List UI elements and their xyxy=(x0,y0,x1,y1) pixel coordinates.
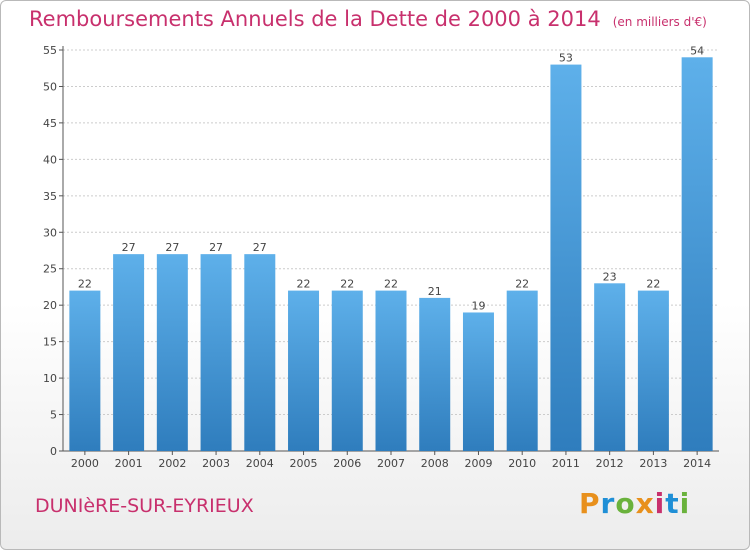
value-label: 27 xyxy=(122,241,136,254)
y-tick-label: 15 xyxy=(43,336,57,349)
logo-letter: i xyxy=(654,487,666,520)
bar xyxy=(594,283,626,451)
value-label: 27 xyxy=(165,241,179,254)
value-label: 22 xyxy=(515,278,529,291)
value-label: 22 xyxy=(297,278,311,291)
value-label: 27 xyxy=(253,241,267,254)
unit-label: (en milliers d'€) xyxy=(612,15,707,29)
x-tick-label: 2001 xyxy=(115,457,143,470)
value-label: 27 xyxy=(209,241,223,254)
bar xyxy=(244,254,276,451)
y-tick-label: 45 xyxy=(43,117,57,130)
labels: 0 5 10 15 20 25 30 35 40 45 50 55 22 2000 27 2001 27 2002… xyxy=(43,44,711,470)
y-tick-label: 5 xyxy=(50,409,57,422)
x-tick-label: 2008 xyxy=(421,457,449,470)
logo-letter: o xyxy=(615,487,636,520)
x-tick-label: 2007 xyxy=(377,457,405,470)
x-tick-label: 2009 xyxy=(464,457,492,470)
x-tick-label: 2004 xyxy=(246,457,274,470)
value-label: 21 xyxy=(428,285,442,298)
y-tick-label: 10 xyxy=(43,372,57,385)
bar xyxy=(419,297,451,451)
value-label: 22 xyxy=(340,278,354,291)
bar xyxy=(331,290,363,451)
value-label: 54 xyxy=(690,44,704,57)
x-tick-label: 2005 xyxy=(290,457,318,470)
value-label: 53 xyxy=(559,52,573,65)
chart-title: Remboursements Annuels de la Dette de 20… xyxy=(29,7,601,31)
x-tick-label: 2002 xyxy=(158,457,186,470)
y-tick-label: 55 xyxy=(43,44,57,57)
commune-name: DUNIèRE-SUR-EYRIEUX xyxy=(35,495,254,517)
bar xyxy=(288,290,320,451)
value-label: 22 xyxy=(78,278,92,291)
bar xyxy=(69,290,101,451)
bar xyxy=(375,290,407,451)
y-tick-label: 50 xyxy=(43,80,57,93)
bar xyxy=(200,254,232,451)
logo-letter: i xyxy=(679,487,691,520)
logo-letter: P xyxy=(579,487,601,520)
bar xyxy=(681,57,713,452)
x-tick-label: 2012 xyxy=(596,457,624,470)
logo-letter: x xyxy=(635,487,655,520)
logo-letter: t xyxy=(665,487,680,520)
bar xyxy=(156,254,188,451)
value-label: 22 xyxy=(646,278,660,291)
y-tick-label: 30 xyxy=(43,226,57,239)
x-tick-label: 2011 xyxy=(552,457,580,470)
value-label: 19 xyxy=(471,299,485,312)
bar xyxy=(462,312,494,451)
title-row: Remboursements Annuels de la Dette de 20… xyxy=(29,7,707,31)
y-tick-label: 20 xyxy=(43,299,57,312)
bar xyxy=(550,64,582,451)
x-tick-label: 2010 xyxy=(508,457,536,470)
x-tick-label: 2014 xyxy=(683,457,711,470)
proxiti-logo: Proxiti xyxy=(579,487,690,520)
y-tick-label: 0 xyxy=(50,445,57,458)
x-tick-label: 2003 xyxy=(202,457,230,470)
logo-letter: r xyxy=(600,487,616,520)
x-tick-label: 2000 xyxy=(71,457,99,470)
y-tick-label: 35 xyxy=(43,190,57,203)
value-label: 23 xyxy=(603,270,617,283)
y-tick-label: 25 xyxy=(43,263,57,276)
bar xyxy=(506,290,538,451)
x-tick-label: 2013 xyxy=(639,457,667,470)
x-tick-label: 2006 xyxy=(333,457,361,470)
y-tick-label: 40 xyxy=(43,153,57,166)
value-label: 22 xyxy=(384,278,398,291)
bars xyxy=(69,57,713,452)
bar xyxy=(637,290,669,451)
bar xyxy=(113,254,145,451)
